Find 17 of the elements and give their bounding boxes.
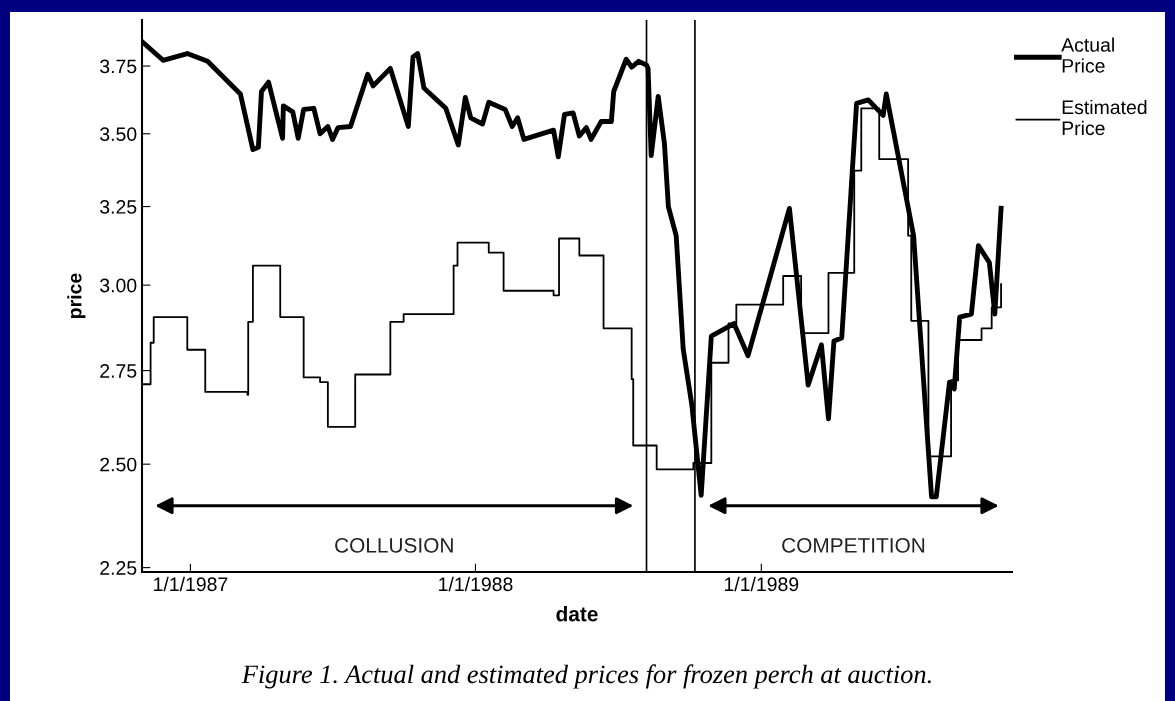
y-axis-title: price [67, 273, 86, 318]
annotation: COMPETITION [782, 538, 925, 553]
y-tick-label: 2.75 [100, 364, 137, 378]
annotation: COLLUSION [335, 538, 453, 553]
y-tick-label: 3.75 [100, 59, 137, 74]
y-tick-label: 3.00 [100, 278, 137, 293]
y-tick-label: 3.50 [100, 127, 137, 142]
y-tick-label: 2.25 [100, 561, 137, 575]
y-tick-label: 2.50 [100, 457, 137, 472]
x-axis-title: date [556, 606, 598, 622]
caption: Figure 1. Actual and estimated prices for frozen perch at auction. [241, 664, 931, 689]
x-tick-label: 1/1/1989 [724, 576, 799, 592]
y-tick-label: 3.25 [100, 200, 137, 214]
legend-label: Estimated Price [1062, 99, 1147, 136]
x-tick-label: 1/1/1987 [154, 576, 228, 592]
x-tick-label: 1/1/1988 [439, 576, 513, 592]
legend-label: Actual Price [1061, 37, 1114, 73]
